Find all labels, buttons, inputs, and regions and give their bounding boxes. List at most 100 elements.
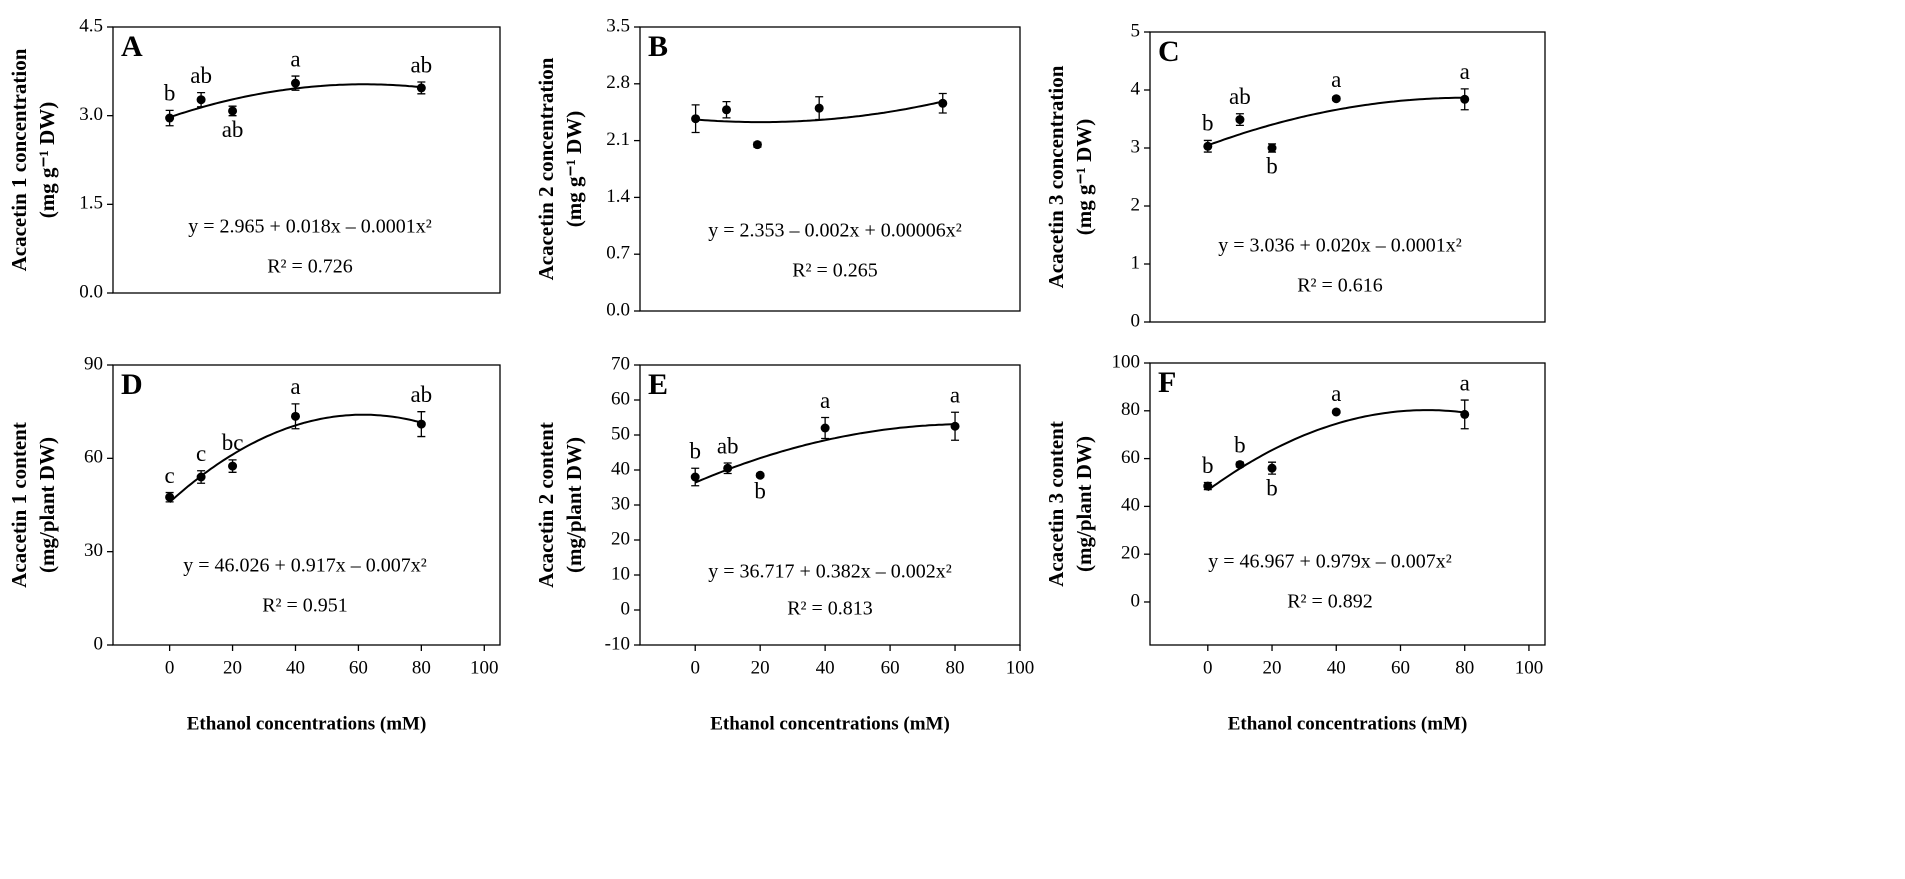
y-axis-label: (mg g⁻¹ DW): [1072, 119, 1096, 236]
x-tick-label: 80: [1455, 657, 1474, 678]
significance-letter: c: [165, 463, 175, 488]
x-tick-label: 20: [751, 657, 770, 678]
data-point: [755, 470, 765, 480]
data-point: [1235, 115, 1245, 125]
data-point: [1460, 94, 1470, 104]
significance-letter: a: [1460, 59, 1470, 84]
panel-label: D: [121, 368, 143, 401]
x-tick-label: 0: [165, 657, 175, 678]
r-squared: R² = 0.951: [262, 595, 348, 617]
significance-letter: b: [754, 478, 766, 503]
y-tick-label: 60: [611, 388, 630, 409]
significance-letter: b: [1266, 153, 1278, 178]
data-point: [416, 419, 426, 429]
regression-equation: y = 46.967 + 0.979x – 0.007x²: [1208, 551, 1452, 573]
y-tick-label: 0.7: [606, 243, 630, 264]
data-point: [1331, 94, 1341, 104]
data-point: [752, 140, 762, 150]
fit-curve: [1207, 409, 1465, 492]
significance-letter: b: [689, 439, 701, 464]
y-tick-label: 90: [84, 353, 103, 374]
y-tick-label: 20: [611, 528, 630, 549]
y-tick-label: 4.5: [79, 15, 103, 36]
significance-letter: ab: [717, 433, 739, 458]
x-tick-label: 100: [1515, 657, 1544, 678]
y-tick-label: 0: [1131, 590, 1141, 611]
x-tick-label: 0: [690, 657, 700, 678]
data-point: [723, 463, 733, 473]
data-point: [290, 78, 300, 88]
y-tick-label: 1.5: [79, 193, 103, 214]
plot-frame: [112, 26, 501, 294]
y-axis-label: (mg/plant DW): [562, 437, 586, 573]
x-tick-label: 60: [349, 657, 368, 678]
y-tick-label: 3.5: [606, 15, 630, 36]
panel: 0 30 60 90 0 20 40 60 80 100 Ethanol concentration…: [7, 353, 501, 734]
y-tick-label: 2.8: [606, 72, 630, 93]
panel: 0 20 40 60 80 100 0 20 40 60 80 100 Ethanol concentr…: [1044, 351, 1546, 734]
significance-letter: a: [290, 374, 300, 399]
data-point: [1267, 463, 1277, 473]
data-point: [1331, 407, 1341, 417]
y-tick-label: 80: [1121, 399, 1140, 420]
y-tick-label: 3.0: [79, 104, 103, 125]
regression-equation: y = 36.717 + 0.382x – 0.002x²: [708, 561, 952, 583]
significance-letter: ab: [1229, 84, 1251, 109]
x-axis-label: Ethanol concentrations (mM): [1228, 713, 1468, 734]
plot-frame: [112, 364, 501, 646]
data-point: [690, 472, 700, 482]
r-squared: R² = 0.813: [787, 598, 873, 620]
significance-letter: ab: [222, 117, 244, 142]
y-axis-label: (mg/plant DW): [1072, 436, 1096, 572]
y-tick-label: 0.0: [79, 281, 103, 302]
data-point: [416, 83, 426, 93]
x-tick-label: 60: [1391, 657, 1410, 678]
panel-label: F: [1158, 366, 1176, 399]
x-tick-label: 40: [816, 657, 835, 678]
significance-letter: b: [1266, 475, 1278, 500]
significance-letter: ab: [190, 63, 212, 88]
y-tick-label: 50: [611, 423, 630, 444]
panel: 0.0 0.7 1.4 2.1 2.8 3.5 Acacetin 2 concentrati…: [534, 15, 1021, 320]
data-point: [950, 421, 960, 431]
significance-letter: a: [1460, 370, 1470, 395]
r-squared: R² = 0.726: [267, 256, 353, 278]
y-axis-label: Acacetin 2 concentration: [534, 57, 558, 280]
data-point: [228, 106, 238, 116]
x-tick-label: 20: [223, 657, 242, 678]
data-point: [1203, 481, 1213, 491]
x-tick-label: 100: [470, 657, 499, 678]
r-squared: R² = 0.265: [792, 260, 878, 282]
y-tick-label: 0: [621, 598, 631, 619]
significance-letter: a: [1331, 381, 1341, 406]
data-point: [820, 423, 830, 433]
significance-letter: bc: [222, 430, 244, 455]
regression-equation: y = 46.026 + 0.917x – 0.007x²: [183, 555, 427, 577]
r-squared: R² = 0.892: [1287, 591, 1373, 613]
y-axis-label: Acacetin 3 concentration: [1044, 65, 1068, 288]
significance-letter: a: [1331, 67, 1341, 92]
y-tick-label: 2: [1131, 194, 1141, 215]
y-tick-label: 20: [1121, 543, 1140, 564]
significance-letter: ab: [410, 382, 432, 407]
x-tick-label: 20: [1263, 657, 1282, 678]
y-tick-label: 40: [1121, 495, 1140, 516]
y-tick-label: 0: [1131, 310, 1141, 331]
x-tick-label: 60: [881, 657, 900, 678]
y-tick-label: 100: [1112, 351, 1141, 372]
data-point: [1460, 409, 1470, 419]
y-tick-label: -10: [605, 633, 630, 654]
data-point: [722, 105, 732, 115]
data-point: [814, 103, 824, 113]
y-tick-label: 40: [611, 458, 630, 479]
data-point: [691, 114, 701, 124]
data-point: [938, 98, 948, 108]
panel-label: A: [121, 30, 143, 63]
significance-letter: b: [1202, 111, 1214, 136]
plot-frame: [1149, 31, 1546, 323]
y-axis-label: (mg/plant DW): [35, 437, 59, 573]
y-tick-label: 1.4: [606, 186, 630, 207]
y-tick-label: 70: [611, 353, 630, 374]
data-point: [165, 113, 175, 123]
